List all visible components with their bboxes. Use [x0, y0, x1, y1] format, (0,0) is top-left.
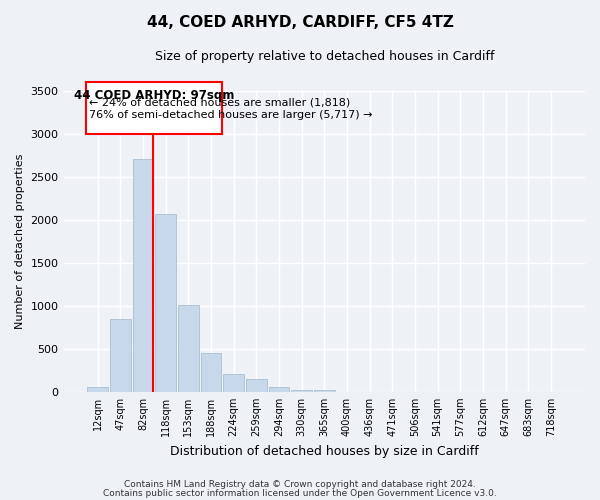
- Bar: [200, 352, 221, 392]
- Bar: [86, 82, 222, 134]
- Y-axis label: Number of detached properties: Number of detached properties: [15, 154, 25, 329]
- Title: Size of property relative to detached houses in Cardiff: Size of property relative to detached ho…: [155, 50, 494, 63]
- Bar: [133, 160, 154, 392]
- Bar: [314, 390, 335, 392]
- Bar: [155, 214, 176, 392]
- Text: 44 COED ARHYD: 97sqm: 44 COED ARHYD: 97sqm: [74, 89, 235, 102]
- X-axis label: Distribution of detached houses by size in Cardiff: Distribution of detached houses by size …: [170, 444, 479, 458]
- Text: Contains public sector information licensed under the Open Government Licence v3: Contains public sector information licen…: [103, 489, 497, 498]
- Bar: [246, 380, 267, 392]
- Bar: [178, 305, 199, 392]
- Bar: [269, 387, 289, 392]
- Text: 44, COED ARHYD, CARDIFF, CF5 4TZ: 44, COED ARHYD, CARDIFF, CF5 4TZ: [146, 15, 454, 30]
- Text: Contains HM Land Registry data © Crown copyright and database right 2024.: Contains HM Land Registry data © Crown c…: [124, 480, 476, 489]
- Bar: [223, 374, 244, 392]
- Text: 76% of semi-detached houses are larger (5,717) →: 76% of semi-detached houses are larger (…: [89, 110, 372, 120]
- Bar: [291, 390, 312, 392]
- Text: ← 24% of detached houses are smaller (1,818): ← 24% of detached houses are smaller (1,…: [89, 98, 350, 108]
- Bar: [87, 387, 108, 392]
- Bar: [110, 318, 131, 392]
